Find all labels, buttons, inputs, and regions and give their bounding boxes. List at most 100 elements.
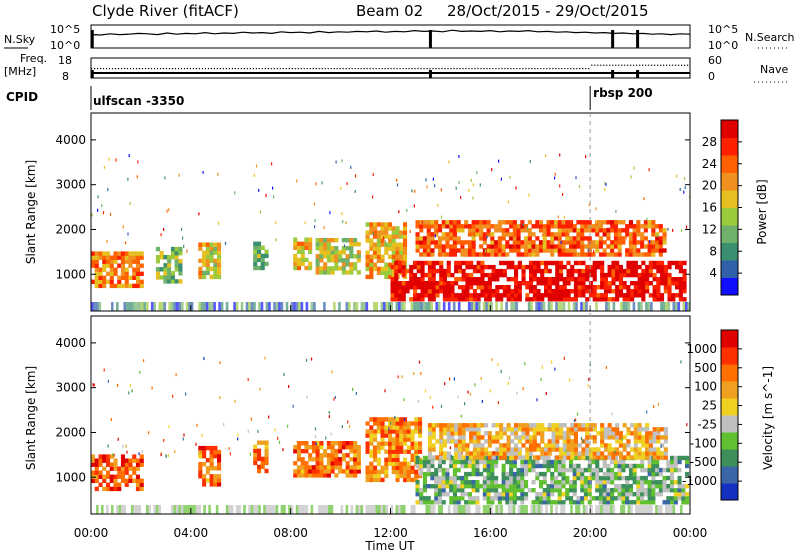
nave-point — [228, 68, 230, 70]
heatmap-cell — [670, 459, 675, 465]
nave-point — [198, 68, 201, 70]
heatmap-cell — [341, 212, 343, 216]
heatmap-cell — [155, 275, 160, 280]
heatmap-cell — [445, 484, 450, 489]
heatmap-cell — [611, 260, 616, 266]
heatmap-cell — [416, 281, 421, 286]
heatmap-cell — [334, 473, 339, 478]
heatmap-cell — [595, 220, 598, 224]
heatmap-cell — [472, 277, 477, 282]
heatmap-cell — [384, 240, 386, 244]
heatmap-cell — [630, 260, 635, 266]
heatmap-cell — [268, 302, 271, 311]
heatmap-cell — [512, 484, 517, 489]
heatmap-cell — [205, 466, 210, 471]
heatmap-cell — [434, 224, 439, 229]
heatmap-cell — [426, 484, 431, 489]
heatmap-cell — [615, 260, 620, 266]
heatmap-cell — [420, 264, 425, 270]
heatmap-cell — [452, 252, 457, 257]
heatmap-cell — [611, 264, 616, 270]
heatmap-cell — [202, 478, 207, 483]
heatmap-cell — [394, 260, 399, 266]
heatmap-cell — [431, 443, 436, 448]
heatmap-cell — [555, 268, 560, 274]
heatmap-cell — [135, 267, 140, 272]
heatmap-cell — [625, 236, 628, 240]
heatmap-cell — [540, 447, 545, 452]
heatmap-cell — [94, 263, 99, 268]
heatmap-cell — [630, 175, 632, 179]
heatmap-cell — [647, 463, 652, 469]
heatmap-cell — [345, 445, 350, 450]
heatmap-cell — [120, 263, 125, 268]
heatmap-cell — [434, 234, 436, 238]
heatmap-cell — [345, 441, 350, 446]
heatmap-cell — [581, 451, 586, 456]
heatmap-cell — [395, 242, 400, 247]
heatmap-cell — [592, 451, 597, 456]
heatmap-cell — [606, 220, 611, 225]
heatmap-cell — [581, 272, 586, 278]
heatmap-cell — [627, 302, 631, 311]
heatmap-cell — [388, 425, 393, 430]
heatmap-cell — [265, 193, 267, 197]
heatmap-cell — [353, 461, 358, 466]
heatmap-cell — [373, 254, 378, 259]
heatmap-cell — [595, 496, 600, 501]
heatmap-cell — [427, 297, 432, 302]
heatmap-cell — [626, 455, 631, 460]
heatmap-cell — [514, 427, 519, 432]
heatmap-cell — [178, 505, 181, 514]
heatmap-cell — [550, 492, 555, 497]
heatmap-cell — [453, 377, 455, 381]
heatmap-cell — [560, 240, 562, 244]
heatmap-cell — [300, 469, 305, 474]
heatmap-cell — [603, 272, 608, 278]
heatmap-cell — [258, 302, 261, 311]
heatmap-cell — [446, 272, 451, 278]
heatmap-cell — [153, 302, 156, 311]
heatmap-cell — [550, 463, 555, 469]
heatmap-cell — [399, 230, 404, 235]
heatmap-cell — [490, 475, 495, 481]
heatmap-cell — [509, 459, 514, 465]
heatmap-cell — [494, 228, 499, 233]
heatmap-cell — [414, 429, 419, 434]
heatmap-cell — [544, 277, 549, 282]
heatmap-cell — [532, 264, 537, 270]
heatmap-cell — [520, 224, 525, 229]
heatmap-cell — [288, 505, 291, 514]
heatmap-cell — [373, 449, 378, 454]
heatmap-cell — [555, 439, 560, 444]
nave-point — [657, 64, 659, 66]
heatmap-cell — [452, 220, 457, 225]
heatmap-cell — [625, 484, 630, 489]
heatmap-cell — [120, 275, 125, 280]
heatmap-cell — [308, 453, 313, 458]
heatmap-cell — [209, 466, 214, 471]
heatmap-cell — [632, 302, 636, 311]
heatmap-cell — [217, 478, 222, 483]
heatmap-cell — [570, 505, 573, 514]
heatmap-cell — [645, 264, 650, 270]
heatmap-cell — [431, 272, 436, 278]
heatmap-cell — [606, 475, 611, 481]
heatmap-cell — [561, 232, 566, 237]
heatmap-cell — [486, 459, 491, 465]
heatmap-cell — [253, 302, 256, 311]
heatmap-cell — [257, 440, 262, 445]
heatmap-cell — [603, 447, 605, 451]
heatmap-cell — [467, 471, 472, 477]
nave-point — [180, 68, 183, 70]
heatmap-cell — [525, 281, 530, 286]
heatmap-cell — [376, 270, 381, 276]
heatmap-cell — [319, 246, 324, 251]
heatmap-cell — [388, 242, 393, 247]
heatmap-cell — [482, 252, 487, 257]
heatmap-cell — [514, 443, 519, 448]
heatmap-cell — [506, 297, 511, 302]
heatmap-cell — [516, 488, 521, 493]
heatmap-cell — [117, 470, 122, 475]
heatmap-cell — [475, 467, 480, 473]
